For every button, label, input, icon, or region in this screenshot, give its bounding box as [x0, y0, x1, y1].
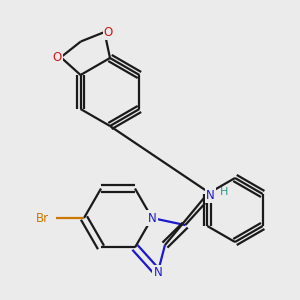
Text: O: O — [104, 26, 113, 39]
Text: O: O — [52, 51, 62, 64]
Text: N: N — [153, 266, 162, 279]
Text: N: N — [206, 189, 214, 202]
Text: N: N — [148, 212, 156, 224]
Text: Br: Br — [35, 212, 49, 224]
Text: H: H — [220, 187, 229, 197]
